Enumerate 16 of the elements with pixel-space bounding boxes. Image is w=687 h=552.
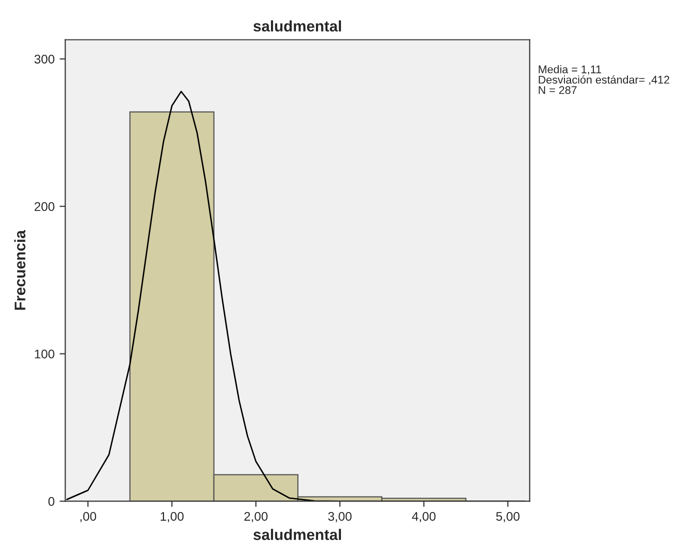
y-tick-label: 200 bbox=[34, 202, 54, 211]
text: Media = 1,11 bbox=[538, 65, 602, 75]
text: Desviación estándar= ,412 bbox=[538, 75, 670, 85]
x-tick-label: 3,00 bbox=[328, 512, 352, 522]
y-tick-label: 0 bbox=[48, 497, 54, 506]
x-tick-label: 4,00 bbox=[412, 512, 436, 522]
x-tick-label: 5,00 bbox=[496, 512, 520, 522]
y-tick-label: 300 bbox=[34, 54, 54, 64]
y-tick-label: 100 bbox=[34, 350, 54, 358]
x-axis-title: saludmental bbox=[253, 528, 341, 540]
x-tick-label: 2,00 bbox=[244, 512, 268, 522]
x-tick-label: ,00 bbox=[80, 512, 96, 522]
text: N = 287 bbox=[538, 86, 577, 94]
chart-title: saludmental bbox=[253, 20, 341, 32]
y-axis-title: Frecuencia bbox=[14, 230, 26, 310]
x-tick-label: 1,00 bbox=[160, 512, 184, 522]
